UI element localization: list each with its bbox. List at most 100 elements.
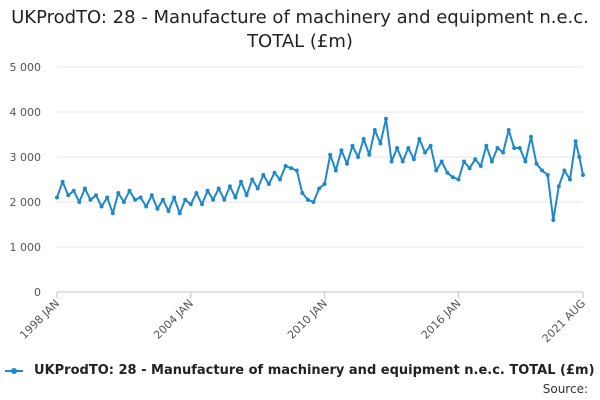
x-tick-label: 1998 JAN <box>17 297 62 342</box>
data-point <box>573 139 578 144</box>
data-point <box>439 159 444 164</box>
data-point <box>345 161 349 166</box>
data-point <box>495 146 500 150</box>
data-point <box>434 168 439 173</box>
data-point <box>450 175 455 180</box>
data-point <box>540 168 545 173</box>
data-point <box>467 166 472 171</box>
data-point <box>82 186 87 191</box>
data-point <box>428 143 433 148</box>
data-point <box>417 137 422 141</box>
data-point <box>177 211 182 216</box>
series-layer <box>55 116 585 222</box>
data-point <box>105 195 110 200</box>
data-point <box>356 155 361 159</box>
x-tick-label: 2004 JAN <box>151 297 196 342</box>
data-point <box>278 177 282 182</box>
data-point <box>350 143 355 148</box>
data-point <box>88 197 93 202</box>
data-point <box>556 184 561 189</box>
data-point <box>200 202 204 207</box>
data-point <box>77 200 82 204</box>
data-point <box>317 186 322 191</box>
data-point <box>160 197 165 202</box>
data-point <box>562 168 567 173</box>
data-point <box>378 141 383 146</box>
data-point <box>255 186 260 191</box>
data-point <box>517 146 522 150</box>
data-point <box>294 168 299 173</box>
data-point <box>305 197 310 202</box>
data-point <box>289 166 294 171</box>
data-point <box>172 195 177 200</box>
data-point <box>239 179 243 184</box>
y-tick-label: 4 000 <box>10 106 42 119</box>
data-point <box>534 161 539 166</box>
data-point <box>233 195 238 200</box>
data-point <box>322 182 327 186</box>
data-point <box>194 191 199 195</box>
data-point <box>55 195 59 200</box>
x-tick-label: 2021 AUG <box>540 297 589 346</box>
data-point <box>506 128 511 132</box>
data-point <box>166 209 171 213</box>
y-axis-ticks: 0 1 000 2 000 3 000 4 000 5 000 <box>10 61 42 299</box>
data-point <box>188 202 193 207</box>
data-point <box>361 137 366 141</box>
chart-title: UKProdTO: 28 - Manufacture of machinery … <box>11 7 589 52</box>
data-point <box>133 197 138 202</box>
data-point <box>283 164 288 168</box>
x-tick-label: 2010 JAN <box>285 297 330 342</box>
data-point <box>339 148 344 153</box>
data-point <box>127 188 132 193</box>
data-point <box>60 179 65 184</box>
data-point <box>400 159 405 164</box>
y-tick-label: 2 000 <box>10 196 42 209</box>
data-point <box>300 191 305 195</box>
data-point <box>389 159 394 164</box>
data-point <box>568 177 572 182</box>
data-point <box>205 188 210 193</box>
data-point <box>211 197 216 202</box>
data-point <box>484 143 489 148</box>
y-tick-label: 5 000 <box>10 61 42 74</box>
data-point <box>144 204 149 209</box>
data-point <box>478 164 483 168</box>
data-point <box>94 193 98 198</box>
data-point <box>71 188 76 193</box>
data-point <box>445 170 450 175</box>
legend[interactable]: UKProdTO: 28 - Manufacture of machinery … <box>0 363 600 378</box>
data-point <box>155 206 160 211</box>
data-point <box>216 186 221 191</box>
data-point <box>227 184 232 189</box>
data-point <box>512 146 517 150</box>
data-point <box>489 159 494 164</box>
grid-lines <box>57 66 583 293</box>
data-point <box>456 177 461 182</box>
data-point <box>581 173 585 177</box>
data-point <box>99 204 104 209</box>
data-point <box>411 157 416 162</box>
data-point <box>523 159 528 164</box>
x-tick-label: 2016 JAN <box>419 297 464 342</box>
data-point <box>545 173 550 177</box>
data-point <box>266 182 271 186</box>
data-point <box>66 193 71 198</box>
y-tick-label: 3 000 <box>10 151 42 164</box>
y-tick-label: 1 000 <box>10 241 42 254</box>
data-point <box>551 218 556 222</box>
source-label: Source: <box>542 382 588 396</box>
x-axis: 1998 JAN 2004 JAN 2010 JAN 2016 JAN 2021 AUG <box>17 292 588 345</box>
data-point <box>116 191 121 195</box>
data-point <box>272 170 277 175</box>
data-point <box>121 200 126 204</box>
data-point <box>406 146 411 150</box>
data-point <box>183 197 188 202</box>
data-point <box>244 193 249 198</box>
data-point <box>462 159 466 164</box>
data-point <box>473 157 478 162</box>
series-line <box>56 117 584 221</box>
data-point <box>395 146 400 150</box>
data-point <box>423 150 427 155</box>
data-point <box>367 152 372 157</box>
